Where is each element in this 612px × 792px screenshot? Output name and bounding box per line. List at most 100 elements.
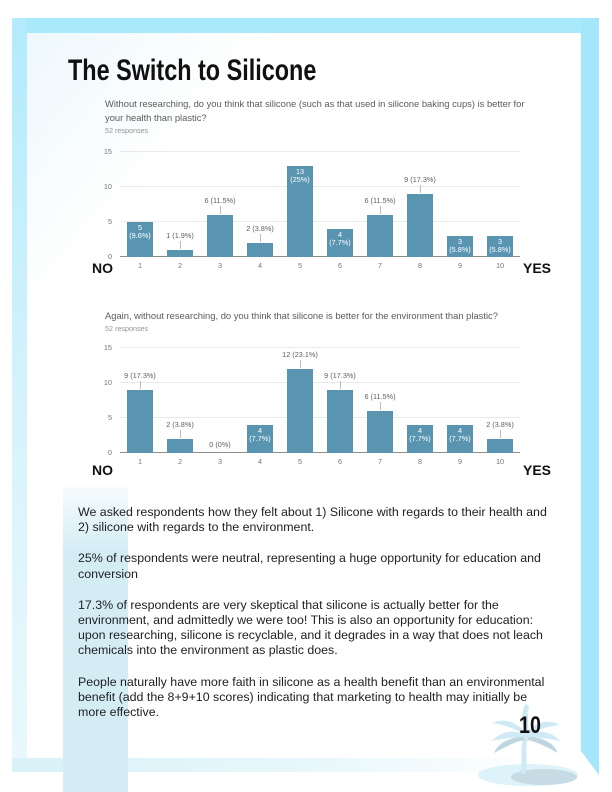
- chart1-responses-count: 52 responses: [105, 126, 149, 135]
- x-tick-label: 3: [217, 261, 223, 270]
- bar-5: [287, 369, 313, 453]
- bar-value-label: 13 (25%): [290, 166, 310, 184]
- label-callout-line: [220, 206, 221, 214]
- bar-value-label: 2 (3.8%): [246, 224, 274, 233]
- x-axis-line: [120, 256, 520, 257]
- gridline: [120, 151, 520, 152]
- bar-6: 4 (7.7%): [327, 229, 353, 257]
- x-tick-label: 5: [297, 457, 303, 466]
- bar-slot-4: 2 (3.8%) 4: [240, 152, 280, 270]
- page-title: The Switch to Silicone: [68, 54, 317, 87]
- chart2-responses-count: 52 responses: [105, 324, 149, 333]
- label-callout-line: [300, 360, 301, 368]
- bar-slot-2: 1 (1.9%) 2: [160, 152, 200, 270]
- label-callout-line: [260, 234, 261, 242]
- label-callout-line: [180, 430, 181, 438]
- label-callout-line: [420, 185, 421, 193]
- x-tick-label: 6: [337, 261, 343, 270]
- x-tick-label: 4: [257, 261, 263, 270]
- bar-1: [127, 390, 153, 453]
- bar-value-label: 2 (3.8%): [166, 420, 194, 429]
- label-callout-line: [380, 402, 381, 410]
- bar-slot-5: 12 (23.1%) 5: [280, 348, 320, 466]
- bar-slot-7: 6 (11.5%) 7: [360, 152, 400, 270]
- bar-slot-3: 0 (0%) 3: [200, 348, 240, 466]
- bar-4: [247, 243, 273, 257]
- label-callout-line: [340, 381, 341, 389]
- gridline: [120, 186, 520, 187]
- chart2-no-label: NO: [92, 462, 113, 478]
- y-tick-label: 5: [107, 217, 112, 226]
- bar-value-label: 12 (23.1%): [282, 350, 318, 359]
- bar-slot-2: 2 (3.8%) 2: [160, 348, 200, 466]
- bar-slot-1: 9 (17.3%) 1: [120, 348, 160, 466]
- chart1-no-label: NO: [92, 260, 113, 276]
- paragraph-neutral: 25% of respondents were neutral, represe…: [78, 551, 541, 581]
- bar-slot-3: 6 (11.5%) 3: [200, 152, 240, 270]
- x-tick-label: 7: [377, 457, 383, 466]
- bar-slot-8: 4 (7.7%) 8: [400, 348, 440, 466]
- paragraph-health-faith: People naturally have more faith in sili…: [78, 674, 545, 720]
- bar-slot-8: 9 (17.3%) 8: [400, 152, 440, 270]
- bar-8: [407, 194, 433, 257]
- bar-value-label: 9 (17.3%): [404, 175, 436, 184]
- x-tick-label: 2: [177, 457, 183, 466]
- palm-tree-icon: [478, 703, 578, 786]
- bar-slot-6: 9 (17.3%) 6: [320, 348, 360, 466]
- x-tick-label: 10: [495, 457, 505, 466]
- x-tick-label: 8: [417, 261, 423, 270]
- bar-value-label: 6 (11.5%): [364, 392, 396, 401]
- bar-slot-7: 6 (11.5%) 7: [360, 348, 400, 466]
- bar-1: 5 (9.6%): [127, 222, 153, 257]
- bar-10: 3 (5.8%): [487, 236, 513, 257]
- bar-value-label: 5 (9.6%): [129, 222, 151, 240]
- label-callout-line: [500, 430, 501, 438]
- chart1-question: Without researching, do you think that s…: [105, 98, 525, 123]
- bar-slot-10: 2 (3.8%) 10: [480, 348, 520, 466]
- bar-8: 4 (7.7%): [407, 425, 433, 453]
- x-tick-label: 9: [457, 457, 463, 466]
- y-tick-label: 0: [107, 448, 112, 457]
- bar-3: [207, 215, 233, 257]
- x-tick-label: 10: [495, 261, 505, 270]
- chart2-bar-chart: 0 5 10 15 9 (17.3%) 1 2 (3.8%) 2 0 (0%) 3 4 (7.7%) 4…: [104, 343, 520, 466]
- frame-bottom-bar: [12, 758, 544, 772]
- y-tick-label: 15: [103, 147, 112, 156]
- paragraph-skeptical: 17.3% of respondents are very skeptical …: [78, 597, 543, 658]
- y-tick-label: 0: [107, 252, 112, 261]
- label-callout-line: [140, 381, 141, 389]
- bar-slot-5: 13 (25%) 5: [280, 152, 320, 270]
- bar-6: [327, 390, 353, 453]
- x-tick-label: 5: [297, 261, 303, 270]
- x-tick-label: 3: [217, 457, 223, 466]
- x-tick-label: 9: [457, 261, 463, 270]
- bars-area: 9 (17.3%) 1 2 (3.8%) 2 0 (0%) 3 4 (7.7%) 4 12 (23…: [120, 348, 520, 466]
- y-tick-label: 10: [103, 182, 112, 191]
- bar-value-label: 4 (7.7%): [249, 425, 271, 443]
- x-tick-label: 7: [377, 261, 383, 270]
- bar-7: [367, 411, 393, 453]
- gridline: [120, 221, 520, 222]
- page-number: 10: [519, 712, 541, 739]
- bar-slot-10: 3 (5.8%) 10: [480, 152, 520, 270]
- bars-area: 5 (9.6%) 1 1 (1.9%) 2 6 (11.5%) 3 2 (3.8%) 4 13 (2…: [120, 152, 520, 270]
- bar-value-label: 4 (7.7%): [329, 229, 351, 247]
- y-tick-label: 5: [107, 413, 112, 422]
- label-callout-line: [380, 206, 381, 214]
- x-tick-label: 2: [177, 261, 183, 270]
- bar-9: 3 (5.8%): [447, 236, 473, 257]
- x-tick-label: 8: [417, 457, 423, 466]
- bar-slot-6: 4 (7.7%) 6: [320, 152, 360, 270]
- gridline: [120, 417, 520, 418]
- bar-5: 13 (25%): [287, 166, 313, 257]
- bar-value-label: 4 (7.7%): [449, 425, 471, 443]
- y-tick-label: 10: [103, 378, 112, 387]
- frame-top-bar: [12, 18, 599, 33]
- bar-value-label: 6 (11.5%): [204, 196, 236, 205]
- bar-4: 4 (7.7%): [247, 425, 273, 453]
- paragraph-overview: We asked respondents how they felt about…: [78, 505, 547, 535]
- x-tick-label: 6: [337, 457, 343, 466]
- bar-value-label: 9 (17.3%): [124, 371, 156, 380]
- bar-2: [167, 250, 193, 257]
